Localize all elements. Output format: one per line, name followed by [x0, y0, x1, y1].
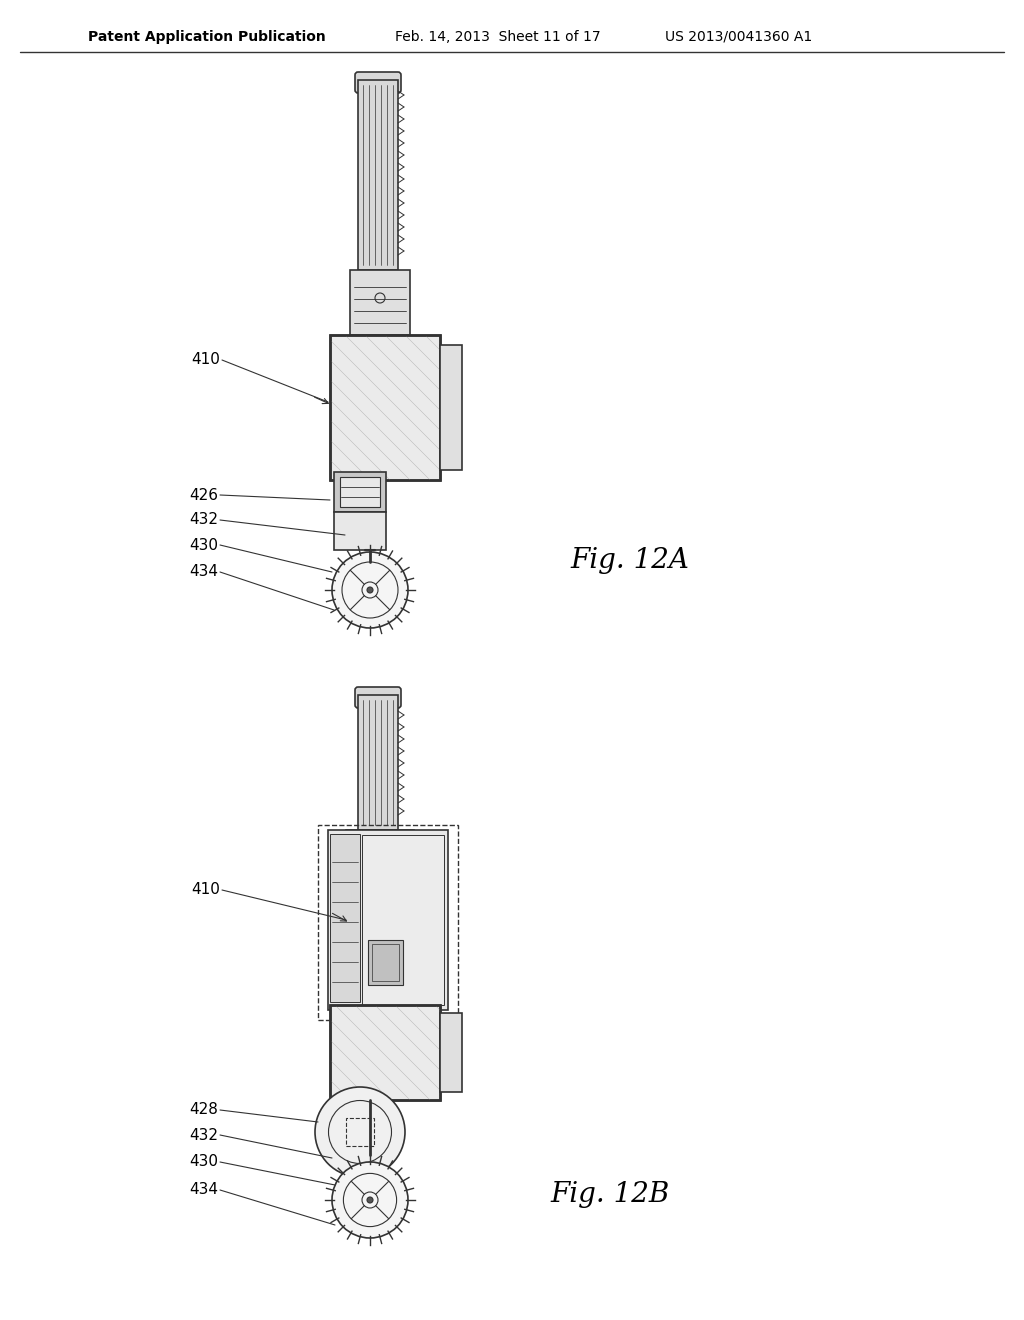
Text: 426: 426: [189, 487, 218, 503]
Bar: [414, 863, 424, 887]
Text: Feb. 14, 2013  Sheet 11 of 17: Feb. 14, 2013 Sheet 11 of 17: [395, 30, 601, 44]
Bar: [330, 1005, 440, 1100]
Text: 430: 430: [189, 1155, 218, 1170]
Bar: [440, 1012, 462, 1092]
Bar: [346, 1118, 374, 1146]
Bar: [330, 1005, 440, 1100]
Bar: [330, 335, 440, 480]
Bar: [334, 512, 386, 550]
Text: Fig. 12A: Fig. 12A: [570, 546, 689, 573]
Circle shape: [332, 552, 408, 628]
Bar: [330, 335, 440, 480]
Text: 410: 410: [191, 352, 220, 367]
Bar: [350, 271, 410, 335]
Bar: [334, 473, 386, 512]
Text: 432: 432: [189, 1127, 218, 1143]
FancyBboxPatch shape: [355, 686, 401, 708]
Bar: [358, 696, 398, 830]
Bar: [368, 940, 403, 985]
Bar: [372, 944, 399, 981]
Text: 434: 434: [189, 565, 218, 579]
Text: 434: 434: [189, 1183, 218, 1197]
Text: Fig. 12B: Fig. 12B: [550, 1181, 670, 1209]
Circle shape: [367, 1197, 373, 1203]
Bar: [330, 834, 360, 1002]
Circle shape: [315, 1086, 406, 1177]
Bar: [346, 830, 414, 920]
Bar: [318, 825, 458, 1020]
FancyBboxPatch shape: [355, 73, 401, 92]
Bar: [414, 891, 426, 915]
Bar: [340, 477, 380, 507]
Text: 428: 428: [189, 1102, 218, 1118]
Bar: [328, 830, 449, 1010]
Bar: [440, 345, 462, 470]
Bar: [362, 836, 444, 1005]
Text: US 2013/0041360 A1: US 2013/0041360 A1: [665, 30, 812, 44]
Bar: [414, 836, 422, 859]
Circle shape: [332, 1162, 408, 1238]
Text: Patent Application Publication: Patent Application Publication: [88, 30, 326, 44]
Text: 430: 430: [189, 537, 218, 553]
Bar: [358, 81, 398, 271]
Circle shape: [367, 587, 373, 593]
Text: 432: 432: [189, 512, 218, 528]
Text: 410: 410: [191, 883, 220, 898]
